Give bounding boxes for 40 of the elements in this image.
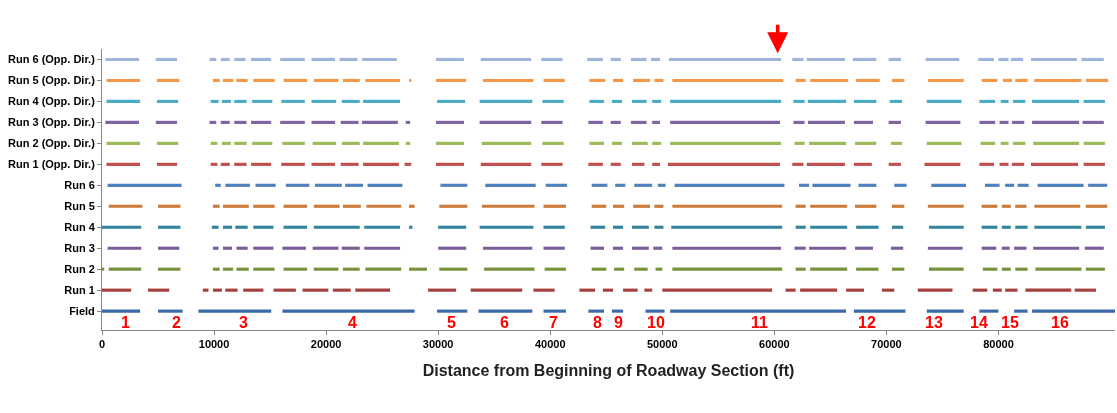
annotation: 7 (549, 314, 558, 331)
x-tick-label: 10000 (198, 338, 230, 351)
annotation: 16 (1051, 314, 1069, 331)
y-tick-label: Field (69, 304, 95, 317)
annotation: 6 (500, 314, 509, 331)
bar (1085, 267, 1105, 271)
annotation: 14 (970, 314, 988, 331)
x-axis-title: Distance from Beginning of Roadway Section (ft) (422, 361, 795, 379)
annotation: 4 (348, 314, 357, 331)
y-tick-label: Run 5 (Opp. Dir.) (8, 74, 96, 87)
annotation: 3 (239, 314, 248, 331)
annotation: 13 (925, 314, 943, 331)
x-tick-label: 70000 (871, 338, 902, 351)
y-tick-label: Run 6 (Opp. Dir.) (8, 53, 96, 66)
annotation: 9 (614, 314, 623, 331)
x-tick-label: 80000 (983, 338, 1014, 351)
x-tick-label: 60000 (759, 338, 790, 351)
x-tick-label: 40000 (534, 338, 566, 351)
y-tick-label: Run 6 (64, 179, 95, 192)
y-tick-label: Run 3 (64, 242, 95, 255)
annotation: 10 (647, 314, 665, 331)
annotation: 5 (447, 314, 456, 331)
y-tick-label: Run 1 (Opp. Dir.) (8, 158, 96, 171)
annotation: 12 (858, 314, 876, 331)
x-tick-label: 30000 (422, 338, 454, 351)
y-tick-label: Run 4 (64, 221, 96, 234)
y-tick-label: Run 1 (64, 284, 95, 297)
annotation: 2 (172, 314, 181, 331)
annotation: 11 (751, 314, 769, 331)
x-tick-label: 0 (98, 338, 106, 351)
y-tick-label: Run 2 (Opp. Dir.) (8, 137, 96, 150)
y-tick-label: Run 5 (64, 200, 95, 213)
x-tick-label: 20000 (310, 338, 342, 351)
y-tick-label: Run 2 (64, 263, 95, 276)
annotation: 15 (1001, 314, 1019, 331)
annotation: 1 (121, 314, 130, 331)
x-tick-label: 50000 (646, 338, 678, 351)
annotation: 8 (593, 314, 602, 331)
y-tick-label: Run 4 (Opp. Dir.) (8, 95, 96, 108)
y-tick-label: Run 3 (Opp. Dir.) (8, 116, 96, 129)
